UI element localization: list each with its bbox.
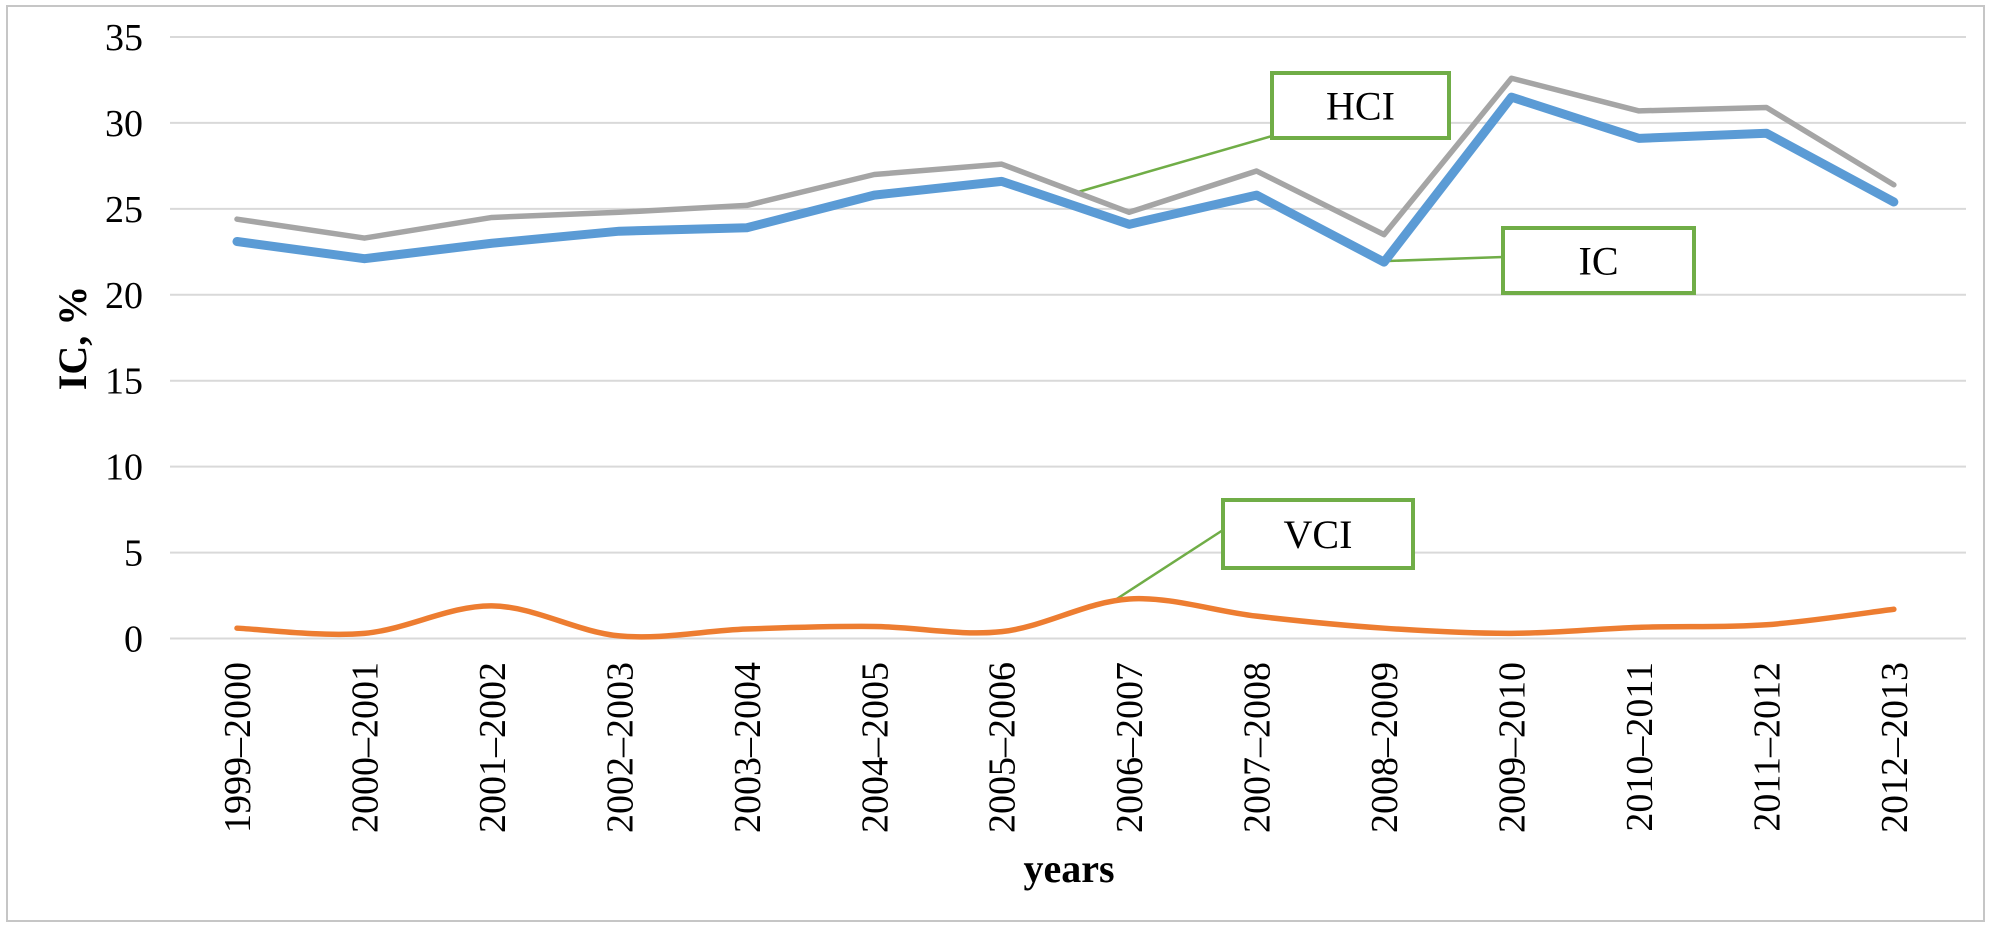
y-tick-label-5: 5 <box>124 533 143 575</box>
series-line-hci <box>234 75 1897 241</box>
x-axis-tick-labels: 1999–2000 2000–2001 2001–2002 2002–2003 2003… <box>217 662 1916 833</box>
y-tick-label-15: 15 <box>105 361 143 403</box>
annotation-label-ic: IC <box>1579 239 1619 284</box>
x-tick-label-0: 1999–2000 <box>217 662 259 833</box>
x-tick-label-8: 2007–2008 <box>1237 662 1279 833</box>
y-tick-label-0: 0 <box>124 619 143 661</box>
x-tick-label-3: 2002–2003 <box>599 662 641 833</box>
x-tick-label-9: 2008–2009 <box>1364 662 1406 833</box>
leader-line-ic <box>1387 255 1504 263</box>
x-tick-label-11: 2010–2011 <box>1619 662 1661 832</box>
x-tick-label-10: 2009–2010 <box>1492 662 1534 833</box>
y-tick-label-30: 30 <box>105 103 143 145</box>
x-tick-label-1: 2000–2001 <box>344 662 386 833</box>
annotation-leader-lines <box>1077 134 1504 604</box>
data-series <box>232 75 1899 640</box>
image-frame-border <box>6 5 1985 922</box>
x-tick-label-12: 2011–2012 <box>1746 662 1788 832</box>
x-tick-label-5: 2004–2005 <box>854 662 896 833</box>
x-tick-label-7: 2006–2007 <box>1109 662 1151 833</box>
gridlines <box>170 36 1966 640</box>
annotation-boxes: HCI IC VCI <box>1221 71 1696 570</box>
annotation-box-hci <box>1270 71 1451 140</box>
x-tick-label-6: 2005–2006 <box>982 662 1024 833</box>
leader-line-vci <box>1111 528 1224 604</box>
series-line-vci <box>234 595 1897 640</box>
x-tick-label-4: 2003–2004 <box>727 662 769 833</box>
x-axis-title: years <box>1023 846 1114 891</box>
annotation-box-ic <box>1501 226 1696 295</box>
y-tick-label-10: 10 <box>105 447 143 489</box>
y-tick-label-20: 20 <box>105 275 143 317</box>
y-axis-title: IC, % <box>50 286 95 390</box>
y-tick-label-25: 25 <box>105 189 143 231</box>
annotation-box-vci <box>1221 498 1415 570</box>
annotation-label-hci: HCI <box>1326 84 1395 129</box>
series-line-ic <box>232 92 1899 267</box>
x-tick-label-2: 2001–2002 <box>472 662 514 833</box>
x-tick-label-13: 2012–2013 <box>1874 662 1916 833</box>
leader-line-hci <box>1077 134 1273 194</box>
y-tick-label-35: 35 <box>105 17 143 59</box>
annotation-label-vci: VCI <box>1284 512 1353 557</box>
y-axis-tick-labels: 0 5 10 15 20 25 30 35 <box>105 17 143 661</box>
